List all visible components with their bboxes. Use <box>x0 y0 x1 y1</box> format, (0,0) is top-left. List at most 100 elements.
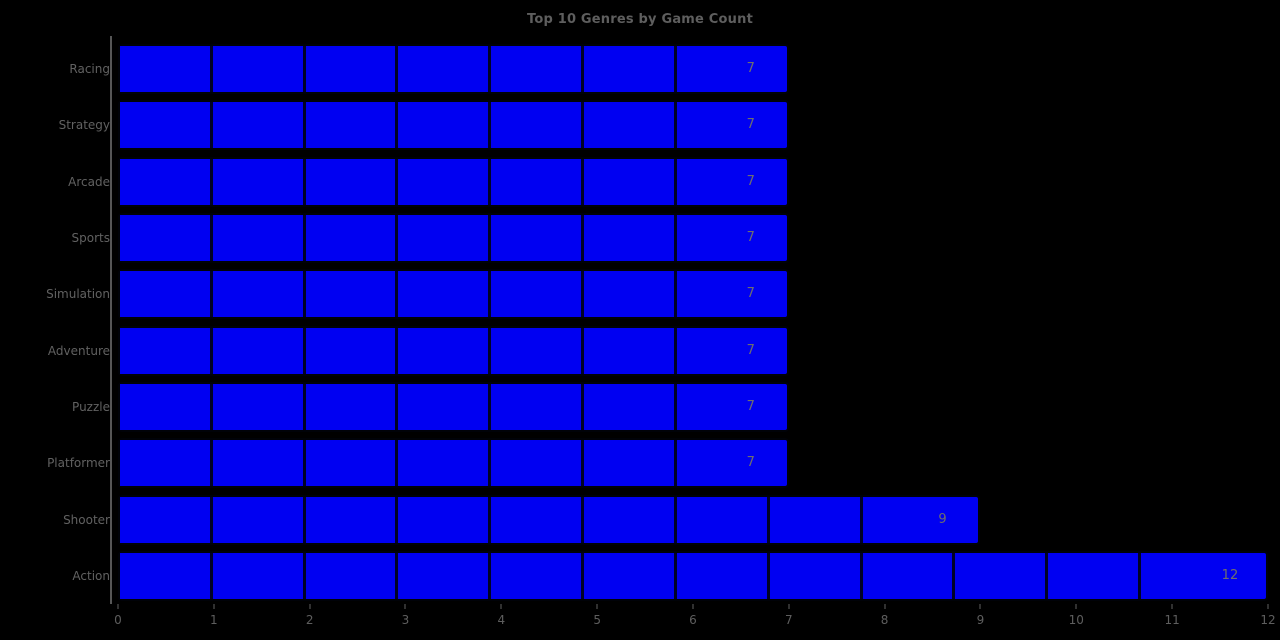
bar-value-label: 12 <box>1221 567 1239 583</box>
bar-segment <box>212 383 306 430</box>
bar <box>118 381 789 432</box>
bar-segment <box>120 552 213 599</box>
x-tick-mark <box>979 604 982 609</box>
bar-segment <box>676 327 773 374</box>
bar-segment <box>584 102 677 149</box>
bar-segment <box>676 271 773 318</box>
bar-segment <box>398 327 492 374</box>
bar-segment <box>584 158 677 205</box>
bar-segment <box>212 214 306 261</box>
x-tick-mark <box>787 604 790 609</box>
bar-segment <box>212 271 306 318</box>
bar-segment <box>398 46 492 92</box>
bar <box>118 44 789 94</box>
bar-value-label: 7 <box>746 61 755 76</box>
bar-segment <box>305 440 399 487</box>
x-tick-label: 11 <box>1164 613 1180 627</box>
category-label: Sports <box>71 230 110 245</box>
category-label: Simulation <box>46 287 110 302</box>
x-tick-mark <box>1075 604 1078 609</box>
bar-segment <box>491 158 585 205</box>
bar-segment <box>398 496 492 543</box>
bar-row: Puzzle 7 <box>0 381 1280 432</box>
bar-segment <box>120 383 213 430</box>
x-tick-label: 12 <box>1260 613 1276 627</box>
bar-segment <box>491 440 585 487</box>
x-tick-mark <box>1171 604 1174 609</box>
bar-segment <box>398 271 492 318</box>
category-label: Platformer <box>47 456 110 471</box>
category-label: Shooter <box>63 512 110 527</box>
bar-value-label: 7 <box>746 455 755 471</box>
bar-segment <box>584 496 677 543</box>
bar-segment <box>584 46 677 92</box>
x-tick-mark <box>500 604 503 609</box>
bar-row: Strategy 7 <box>0 100 1280 151</box>
bar-segment <box>491 552 585 599</box>
bar-segment <box>1141 552 1237 599</box>
x-tick-mark <box>883 604 886 609</box>
bar-segment <box>769 496 863 543</box>
bar-segment <box>676 158 773 205</box>
bar <box>118 325 789 376</box>
bar-segment <box>676 383 773 430</box>
bar-segment <box>305 214 399 261</box>
category-label: Strategy <box>58 118 110 133</box>
category-label: Adventure <box>47 343 110 358</box>
bar-segment <box>676 552 770 599</box>
bar-segment <box>676 496 770 543</box>
x-tick-mark <box>212 604 215 609</box>
bar-segment <box>955 552 1049 599</box>
bar-segment <box>584 552 677 599</box>
bar-segment <box>305 102 399 149</box>
bar-segment <box>120 158 213 205</box>
bar-segment <box>676 214 773 261</box>
bar-segment <box>862 552 956 599</box>
x-tick-mark <box>308 604 311 609</box>
bar-segment <box>212 327 306 374</box>
bar <box>118 438 789 489</box>
bar-segment <box>398 102 492 149</box>
category-label: Racing <box>69 62 110 76</box>
bar-row: Adventure 7 <box>0 325 1280 376</box>
x-tick-mark <box>691 604 694 609</box>
bar <box>118 156 789 207</box>
bar-value-label: 7 <box>746 398 755 414</box>
x-tick-mark <box>1266 604 1269 609</box>
bar-segment <box>212 440 306 487</box>
x-tick-label: 10 <box>1068 613 1084 627</box>
bar <box>118 494 981 545</box>
category-label: Arcade <box>68 174 110 189</box>
category-label: Action <box>72 568 110 583</box>
x-tick-label: 2 <box>305 613 314 627</box>
bar-segment <box>491 383 585 430</box>
bar-segment <box>398 214 492 261</box>
bar-segment <box>676 102 773 149</box>
bar-segment <box>212 102 306 149</box>
bar-segment <box>491 102 585 149</box>
bar-segment <box>120 46 213 92</box>
x-tick-label: 0 <box>114 613 122 627</box>
x-tick-label: 4 <box>497 613 506 627</box>
bar-value-label: 7 <box>746 286 755 302</box>
x-tick-mark <box>404 604 407 609</box>
y-axis-spine <box>110 36 112 604</box>
x-tick-mark <box>596 604 599 609</box>
x-tick-label: 3 <box>401 613 410 627</box>
bar-segment <box>120 102 213 149</box>
bar-segment <box>1048 552 1142 599</box>
bar-segment <box>491 271 585 318</box>
x-tick-label: 5 <box>593 613 601 627</box>
bar-segment <box>305 158 399 205</box>
x-tick-label: 1 <box>210 613 218 627</box>
bar-row: Platformer 7 <box>0 438 1280 489</box>
bar-segment <box>212 158 306 205</box>
bar <box>118 269 789 320</box>
x-tick-mark <box>117 604 119 609</box>
bar-segment <box>491 496 585 543</box>
bar-segment <box>862 496 959 543</box>
bar-segment <box>584 383 677 430</box>
bar-segment <box>491 327 585 374</box>
bar-segment <box>120 327 213 374</box>
bar-segment <box>398 158 492 205</box>
